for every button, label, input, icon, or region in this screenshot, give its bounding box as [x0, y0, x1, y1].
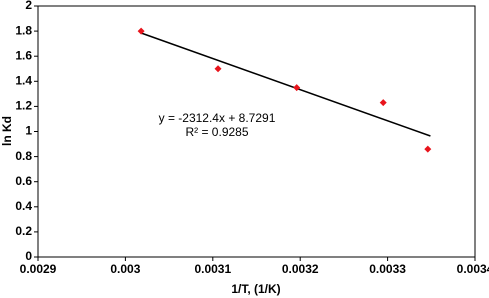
trendline-equation: y = -2312.4x + 8.7291	[159, 111, 276, 125]
y-tick-label: 1.4	[15, 73, 32, 87]
x-tick-label: 0.0031	[194, 262, 231, 276]
plot-frame	[37, 5, 476, 258]
trendline	[140, 32, 431, 137]
y-tick-label: 2	[25, 0, 32, 12]
data-point	[379, 99, 387, 107]
x-tick-label: 0.0029	[20, 262, 57, 276]
y-tick-label: 0	[25, 249, 32, 263]
y-tick-label: 0.2	[15, 224, 32, 238]
data-point	[214, 65, 222, 73]
y-axis-label: ln Kd	[0, 116, 14, 146]
y-tick-label: 0.4	[15, 199, 32, 213]
x-tick-label: 0.003	[110, 262, 140, 276]
data-point	[137, 27, 145, 35]
data-point	[293, 84, 301, 92]
data-point	[424, 145, 432, 153]
r-squared: R² = 0.9285	[185, 125, 248, 139]
y-tick-label: 0.6	[15, 174, 32, 188]
y-tick-label: 1.6	[15, 48, 32, 62]
x-tick-label: 0.0034	[457, 262, 489, 276]
x-axis-label: 1/T, (1/K)	[231, 282, 280, 296]
x-tick-label: 0.0033	[369, 262, 406, 276]
x-tick-label: 0.0032	[282, 262, 319, 276]
y-tick-label: 1.2	[15, 99, 32, 113]
y-tick-label: 1	[25, 124, 32, 138]
y-tick-label: 0.8	[15, 149, 32, 163]
y-tick-label: 1.8	[15, 23, 32, 37]
